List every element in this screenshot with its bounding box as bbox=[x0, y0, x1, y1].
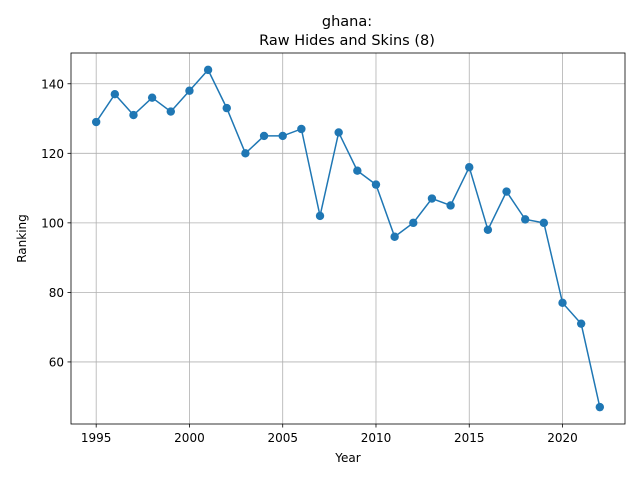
y-tick-label: 100 bbox=[41, 216, 64, 230]
data-point bbox=[185, 86, 194, 95]
chart-title-line2: Raw Hides and Skins (8) bbox=[259, 33, 435, 49]
x-tick-label: 2020 bbox=[547, 431, 578, 445]
data-point bbox=[147, 93, 157, 102]
gridlines bbox=[71, 53, 625, 424]
data-point bbox=[371, 180, 381, 189]
data-point bbox=[203, 65, 213, 75]
data-point bbox=[110, 90, 120, 99]
x-tick-label: 2005 bbox=[267, 431, 298, 445]
data-point bbox=[595, 402, 605, 412]
data-point bbox=[334, 128, 343, 137]
data-point bbox=[353, 166, 362, 175]
x-tick-label: 2015 bbox=[454, 431, 485, 445]
data-point bbox=[483, 225, 493, 235]
plot-frame bbox=[70, 52, 626, 425]
x-axis-label: Year bbox=[334, 451, 360, 465]
data-point bbox=[446, 201, 455, 210]
chart-title-line1: ghana: bbox=[322, 14, 372, 30]
y-axis-label: Ranking bbox=[15, 214, 29, 263]
data-point bbox=[539, 218, 549, 228]
data-point bbox=[427, 194, 437, 203]
x-tick-label: 2010 bbox=[361, 431, 392, 445]
data-point bbox=[576, 319, 586, 328]
data-point bbox=[166, 107, 175, 116]
axis-ticks: 1995 2000 2005 2010 2015 2020 60 80 100 120 140 bbox=[41, 77, 578, 445]
data-point bbox=[390, 232, 399, 241]
data-point bbox=[297, 124, 306, 134]
data-series bbox=[91, 65, 605, 412]
data-point bbox=[241, 149, 250, 158]
y-tick-label: 120 bbox=[41, 147, 64, 161]
data-point bbox=[315, 211, 325, 221]
y-tick-label: 60 bbox=[49, 355, 64, 369]
data-point bbox=[465, 163, 474, 172]
data-point bbox=[259, 131, 269, 141]
data-point bbox=[129, 110, 138, 120]
data-point bbox=[521, 215, 530, 224]
x-tick-label: 1995 bbox=[81, 431, 112, 445]
data-point bbox=[409, 218, 418, 228]
data-point bbox=[558, 298, 567, 308]
data-point bbox=[91, 117, 101, 127]
y-tick-label: 140 bbox=[41, 77, 64, 91]
series-line bbox=[95, 68, 601, 408]
data-point bbox=[278, 131, 287, 141]
x-tick-label: 2000 bbox=[174, 431, 205, 445]
data-point bbox=[502, 187, 511, 196]
data-point bbox=[222, 103, 231, 113]
y-tick-label: 80 bbox=[49, 286, 64, 300]
